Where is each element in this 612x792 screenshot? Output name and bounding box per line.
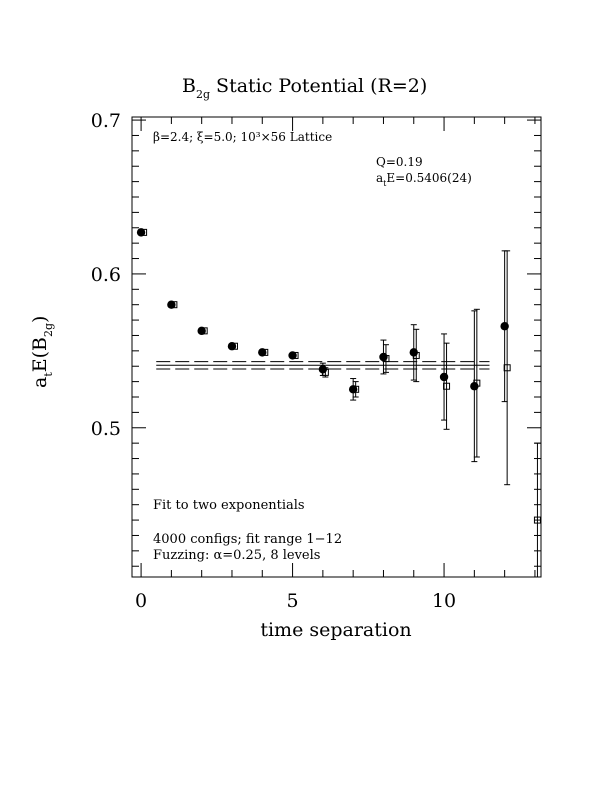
square-point <box>200 327 208 335</box>
square-point <box>473 379 481 387</box>
fuzzing-note: Fuzzing: α=0.25, 8 levels <box>153 548 320 563</box>
x-tick-label: 5 <box>287 590 299 612</box>
square-point <box>443 382 451 390</box>
square-point <box>230 342 238 350</box>
y-axis-label: atE(B2g) <box>29 316 55 388</box>
chart-title: B2g Static Potential (R=2) <box>182 75 427 101</box>
x-axis-label: time separation <box>260 619 411 641</box>
square-point <box>140 228 148 236</box>
q-annotation: Q=0.19 <box>376 155 423 169</box>
plot-frame <box>131 116 542 578</box>
x-tick-label: 0 <box>135 590 147 612</box>
axis-ticks: 0 5 10 0.5 0.6 0.7 <box>91 110 541 612</box>
square-point <box>412 351 420 359</box>
square-point <box>503 364 511 372</box>
fit-note: Fit to two exponentials <box>153 498 305 513</box>
y-tick-label: 0.5 <box>91 418 121 440</box>
y-tick-label: 0.7 <box>91 110 121 132</box>
energy-annotation: atE=0.5406(24) <box>376 171 472 188</box>
lattice-annotation: β=2.4; ξ=5.0; 10³×56 Lattice <box>153 130 332 144</box>
data-marks <box>136 228 541 577</box>
square-point <box>170 301 178 309</box>
x-tick-label: 10 <box>432 590 456 612</box>
square-point <box>321 368 329 376</box>
y-tick-label: 0.6 <box>91 264 121 286</box>
square-point <box>533 516 541 524</box>
square-point <box>291 351 299 359</box>
square-point <box>382 355 390 363</box>
square-point <box>352 385 360 393</box>
configs-note: 4000 configs; fit range 1−12 <box>153 532 342 547</box>
square-point <box>261 348 269 356</box>
